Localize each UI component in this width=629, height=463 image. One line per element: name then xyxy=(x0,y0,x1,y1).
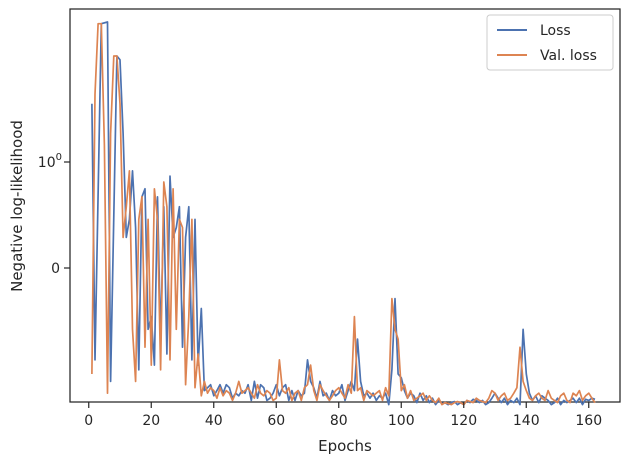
x-tick-label: 20 xyxy=(142,413,160,429)
y-axis-ticks: 0 100 xyxy=(38,152,70,277)
x-tick-label: 140 xyxy=(513,413,540,429)
legend: Loss Val. loss xyxy=(486,14,614,71)
x-tick-label: 100 xyxy=(388,413,415,429)
y-tick-label: 100 xyxy=(38,152,62,171)
x-axis-ticks: 0 20 40 60 80 100 120 140 160 xyxy=(84,402,602,429)
legend-label-val-loss: Val. loss xyxy=(540,48,597,64)
x-tick-label: 60 xyxy=(267,413,285,429)
series-lines xyxy=(91,21,596,406)
x-tick-label: 80 xyxy=(330,413,348,429)
y-axis-label: Negative log-likelihood xyxy=(8,120,26,292)
x-tick-label: 120 xyxy=(450,413,477,429)
x-tick-label: 40 xyxy=(205,413,223,429)
legend-box xyxy=(486,14,614,71)
x-axis-label: Epochs xyxy=(318,437,372,455)
legend-label-loss: Loss xyxy=(540,23,571,39)
x-tick-label: 0 xyxy=(84,413,93,429)
x-tick-label: 160 xyxy=(575,413,602,429)
y-tick-label: 0 xyxy=(51,261,60,277)
series-line-val-loss xyxy=(91,22,596,406)
